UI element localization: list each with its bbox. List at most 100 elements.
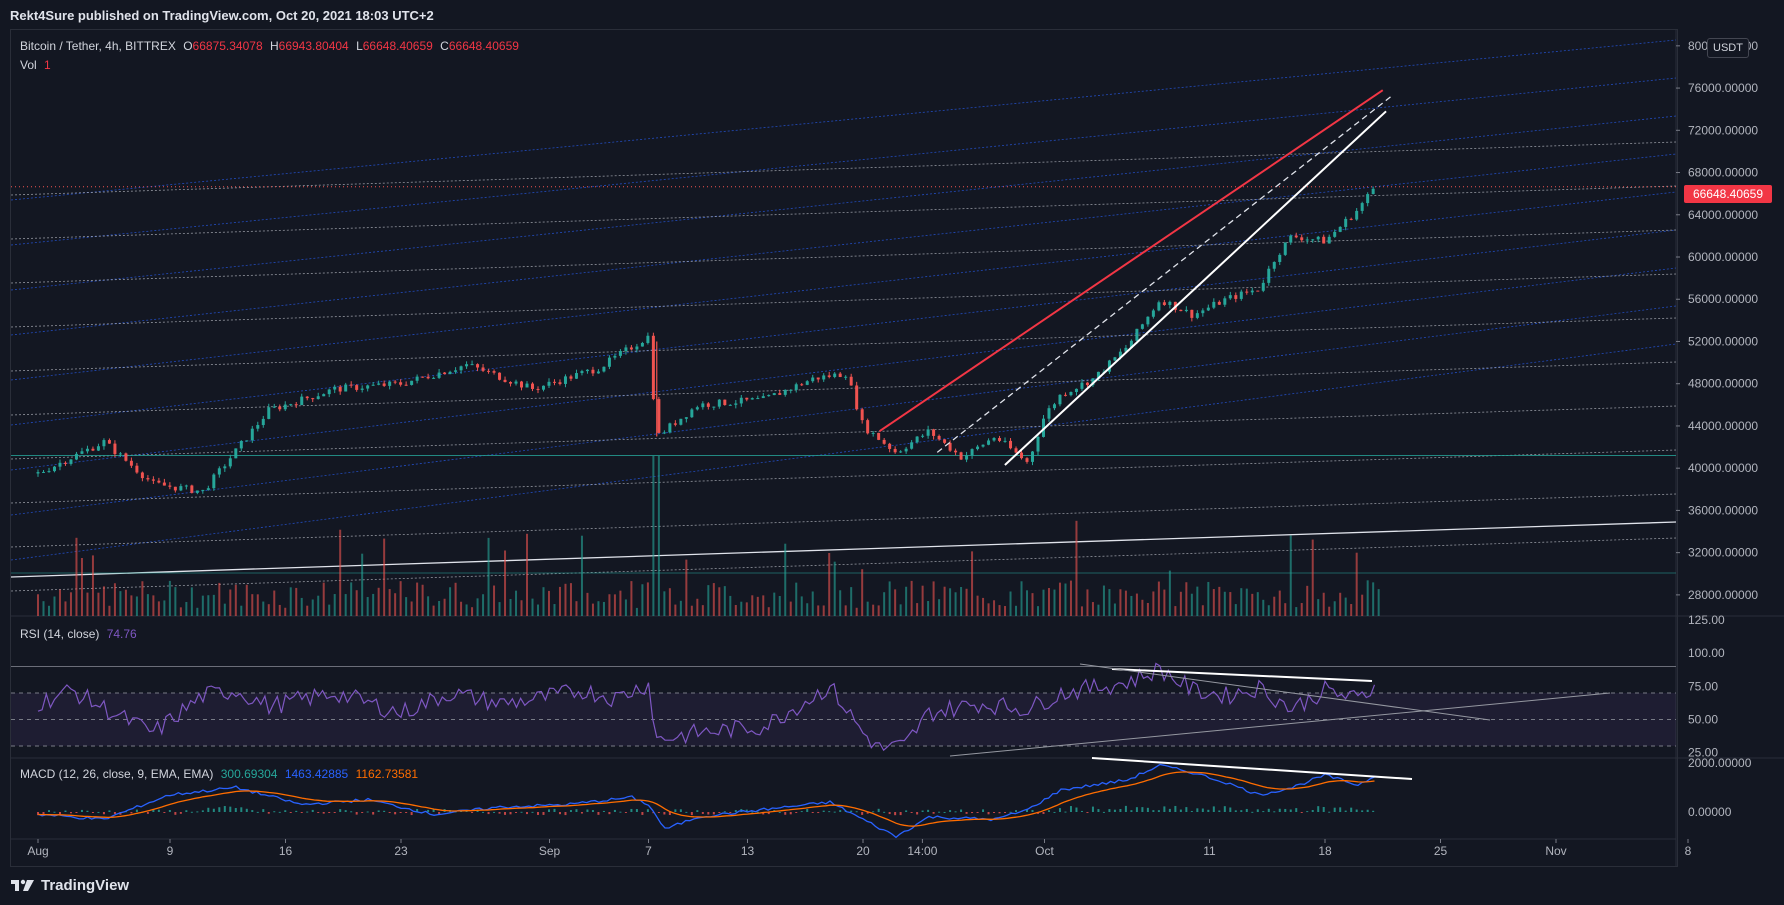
ohlc-high-label: H xyxy=(269,39,279,53)
volume-bar xyxy=(861,569,864,616)
candle-body xyxy=(1184,309,1188,312)
candle-body xyxy=(569,376,573,379)
volume-bar xyxy=(212,594,215,616)
volume-bar xyxy=(322,582,325,616)
volume-bar xyxy=(954,592,957,616)
macd-histogram-bar xyxy=(168,810,171,812)
macd-histogram-bar xyxy=(1196,808,1199,812)
macd-histogram-bar xyxy=(91,812,94,813)
macd-histogram-bar xyxy=(1256,809,1259,812)
volume-bar xyxy=(1091,602,1094,616)
price-axis-label: 48000.00000 xyxy=(1688,377,1758,391)
candle-body xyxy=(399,382,403,385)
volume-bar xyxy=(839,590,842,616)
volume-bar xyxy=(1256,592,1259,616)
volume-bar xyxy=(1361,594,1364,616)
candle-body xyxy=(734,403,738,405)
macd-histogram-bar xyxy=(1366,809,1369,812)
candle-body xyxy=(1025,458,1029,462)
volume-bar xyxy=(1245,588,1248,616)
macd-histogram-bar xyxy=(86,810,89,812)
volume-bar xyxy=(273,590,276,616)
candle-body xyxy=(800,384,804,386)
macd-histogram-bar xyxy=(383,810,386,812)
macd-histogram-bar xyxy=(344,810,347,812)
fan-line-white xyxy=(10,405,1677,460)
candle-body xyxy=(459,366,463,371)
volume-bar xyxy=(542,587,545,616)
volume-bar xyxy=(597,601,600,616)
volume-bar xyxy=(493,585,496,616)
volume-bar xyxy=(1119,589,1122,616)
candle-body xyxy=(250,428,254,441)
candle-body xyxy=(514,381,518,384)
macd-histogram-bar xyxy=(223,806,226,812)
rsi-value: 74.76 xyxy=(106,627,137,641)
candle-body xyxy=(360,388,364,390)
price-axis[interactable]: 80000.0000076000.0000072000.0000068000.0… xyxy=(1676,39,1758,819)
candle-body xyxy=(1360,203,1364,211)
price-axis-label: 32000.00000 xyxy=(1688,546,1758,560)
price-axis-label: 52000.00000 xyxy=(1688,334,1758,348)
rsi-axis-label: 25.00 xyxy=(1688,746,1718,760)
candle-body xyxy=(629,347,633,350)
candle-body xyxy=(470,364,474,366)
candle-body xyxy=(1151,310,1155,317)
macd-histogram-bar xyxy=(899,812,902,816)
candle-body xyxy=(816,377,820,380)
volume-bar xyxy=(295,587,298,616)
candle-body xyxy=(382,383,386,386)
macd-histogram-bar xyxy=(696,810,699,812)
candle-body xyxy=(613,355,617,358)
currency-badge[interactable]: USDT xyxy=(1707,38,1749,58)
candle-body xyxy=(344,384,348,392)
macd-histogram-bar xyxy=(487,812,490,815)
rsi-axis-label: 125.00 xyxy=(1688,613,1725,627)
macd-histogram-bar xyxy=(410,812,413,816)
macd-pane[interactable] xyxy=(37,757,1413,839)
volume-bar xyxy=(1207,581,1210,616)
volume-bar xyxy=(196,607,199,616)
candle-body xyxy=(509,382,513,384)
macd-histogram-bar xyxy=(317,812,320,813)
volume-bar xyxy=(1047,588,1050,616)
candle-body xyxy=(959,452,963,460)
macd-histogram-bar xyxy=(921,810,924,812)
macd-histogram-bar xyxy=(212,808,215,812)
macd-histogram-bar xyxy=(377,810,380,812)
candle-body xyxy=(96,446,100,451)
volume-bar xyxy=(427,596,430,616)
macd-histogram-bar xyxy=(690,812,693,816)
candle-body xyxy=(212,474,216,489)
candle-body xyxy=(1162,302,1166,305)
candle-body xyxy=(448,371,452,375)
macd-histogram-bar xyxy=(157,809,160,812)
macd-histogram-bar xyxy=(1053,811,1056,813)
fan-line-white xyxy=(10,317,1677,372)
candle-body xyxy=(1349,218,1353,220)
macd-histogram-bar xyxy=(839,810,842,812)
volume-bar xyxy=(394,593,397,616)
candle-body xyxy=(162,482,166,486)
candle-body xyxy=(1058,394,1062,405)
macd-histogram-bar xyxy=(1168,808,1171,812)
macd-histogram-bar xyxy=(135,809,138,812)
macd-signal-line xyxy=(37,771,1375,827)
rsi-pane[interactable] xyxy=(11,662,1676,757)
candle-body xyxy=(745,397,749,400)
macd-histogram-bar xyxy=(498,812,501,814)
candle-body xyxy=(349,384,353,386)
symbol-name: Bitcoin / Tether, 4h, BITTREX xyxy=(20,39,176,53)
volume-bar xyxy=(795,582,798,616)
price-pane[interactable] xyxy=(10,39,1677,616)
price-axis-label: 28000.00000 xyxy=(1688,588,1758,602)
time-axis-label: 18 xyxy=(1318,844,1332,858)
candle-body xyxy=(278,406,282,410)
candle-body xyxy=(1129,340,1133,348)
tradingview-branding[interactable]: TradingView xyxy=(10,872,129,898)
macd-histogram-bar xyxy=(531,811,534,813)
volume-bar xyxy=(152,595,155,616)
time-axis[interactable]: Aug 9 16 23 Sep 7 13 20 14:00 Oct 11 18 25 Nov 8 xyxy=(27,839,1692,858)
volume-bar xyxy=(822,605,825,616)
